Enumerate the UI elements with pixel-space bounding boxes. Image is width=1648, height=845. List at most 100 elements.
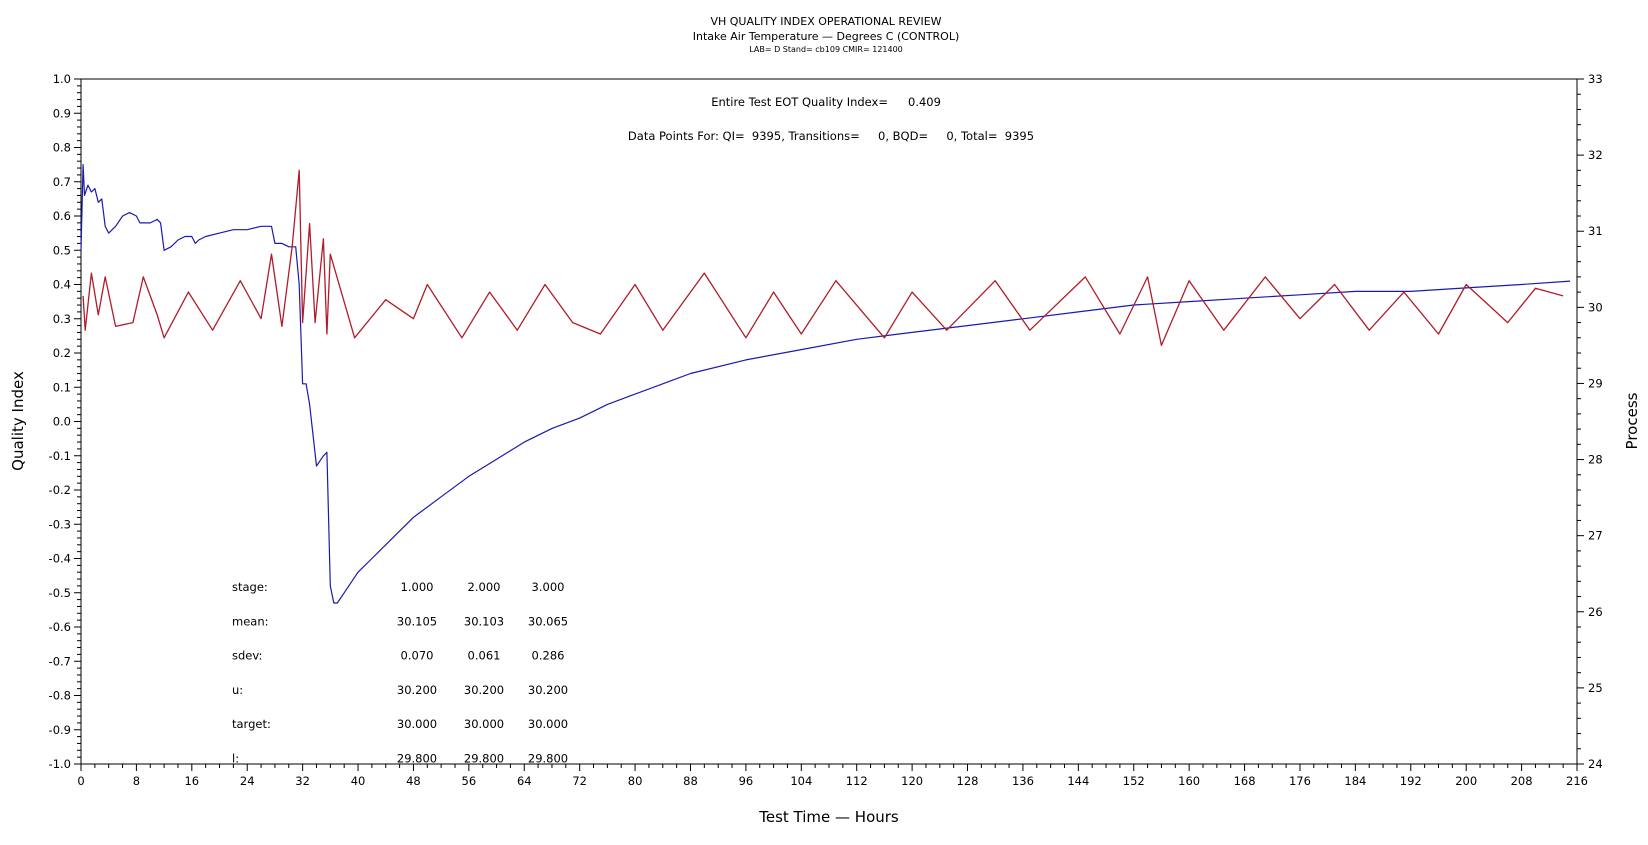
x-axis-ticks: 0 8 16 24 32 40 48 56 64 72 80 88 96 104 112 120 128 136 1… — [77, 764, 1588, 788]
y-tick-label: 0.3 — [53, 312, 71, 326]
stats-cell: 30.065 — [528, 614, 568, 628]
x-tick-label: 8 — [133, 774, 140, 788]
x-axis-title: Test Time — Hours — [758, 808, 899, 826]
stats-cell: 30.000 — [464, 717, 504, 731]
stats-cell: 0.286 — [532, 649, 565, 663]
x-tick-label: 80 — [628, 774, 643, 788]
x-tick-label: 24 — [240, 774, 255, 788]
x-tick-label: 184 — [1344, 774, 1366, 788]
stats-table: stage: 1.000 2.000 3.000 mean: 30.105 30.103 30… — [232, 580, 568, 766]
chart-title: VH QUALITY INDEX OPERATIONAL REVIEW — [710, 15, 941, 28]
y-tick-label: -0.4 — [49, 552, 71, 566]
y2-tick-label: 32 — [1588, 148, 1603, 162]
plot-frame — [80, 78, 1578, 765]
stats-cell: 29.800 — [464, 752, 504, 766]
y-tick-label: -0.1 — [49, 449, 71, 463]
y2-tick-label: 30 — [1588, 300, 1603, 314]
stats-cell: 30.200 — [464, 683, 504, 697]
y-tick-label: 0.5 — [53, 243, 71, 257]
y-tick-label: -0.9 — [49, 723, 71, 737]
y-tick-label: 0.4 — [53, 278, 71, 292]
x-tick-label: 64 — [517, 774, 532, 788]
stats-cell: 30.103 — [464, 614, 504, 628]
x-tick-label: 176 — [1289, 774, 1311, 788]
x-tick-label: 136 — [1012, 774, 1034, 788]
y-tick-label: -0.8 — [49, 689, 71, 703]
x-tick-label: 112 — [846, 774, 868, 788]
x-tick-label: 144 — [1067, 774, 1089, 788]
y-tick-label: 0.0 — [53, 415, 71, 429]
stats-cell: 30.200 — [397, 683, 437, 697]
y-tick-label: 0.1 — [53, 380, 71, 394]
x-tick-label: 200 — [1455, 774, 1477, 788]
y-axis-ticks: 1.0 0.9 0.8 0.7 0.6 0.5 0.4 0.3 0.2 0.1 0.0 -0.1 -0.… — [49, 72, 81, 771]
stats-cell: 29.800 — [397, 752, 437, 766]
y2-tick-label: 33 — [1588, 72, 1603, 86]
series-layer — [80, 164, 1571, 604]
y2-tick-label: 29 — [1588, 376, 1603, 390]
y-tick-label: 0.2 — [53, 346, 71, 360]
y-tick-label: 0.6 — [53, 209, 71, 223]
stats-row-label: stage: — [232, 580, 268, 594]
x-tick-label: 56 — [462, 774, 477, 788]
x-tick-label: 104 — [790, 774, 812, 788]
y-tick-label: 0.7 — [53, 175, 71, 189]
y-tick-label: 0.9 — [53, 106, 71, 120]
x-tick-label: 40 — [351, 774, 366, 788]
stats-cell: 30.000 — [397, 717, 437, 731]
y-axis-title: Quality Index — [9, 371, 27, 471]
y-tick-label: -0.6 — [49, 620, 71, 634]
quality-index-series-line — [80, 164, 1571, 604]
x-tick-label: 152 — [1123, 774, 1145, 788]
stats-cell: 29.800 — [528, 752, 568, 766]
x-tick-label: 208 — [1511, 774, 1533, 788]
eot-quality-value: 0.409 — [908, 95, 941, 109]
x-tick-label: 160 — [1178, 774, 1200, 788]
y-tick-label: 1.0 — [53, 72, 71, 86]
x-tick-label: 192 — [1400, 774, 1422, 788]
stats-cell: 2.000 — [468, 580, 501, 594]
y-tick-label: -0.2 — [49, 483, 71, 497]
y-tick-label: -0.5 — [49, 586, 71, 600]
y2-axis-title: Process — [1623, 392, 1641, 449]
y-tick-label: 0.8 — [53, 141, 71, 155]
stats-cell: 30.000 — [528, 717, 568, 731]
x-tick-label: 16 — [184, 774, 199, 788]
stats-row-label: l: — [232, 752, 239, 766]
data-points-summary: Data Points For: QI= 9395, Transitions= … — [628, 129, 1034, 143]
x-tick-label: 120 — [901, 774, 923, 788]
x-tick-label: 168 — [1234, 774, 1256, 788]
x-tick-label: 48 — [406, 774, 421, 788]
process-series-line — [82, 169, 1564, 347]
y2-tick-label: 31 — [1588, 224, 1603, 238]
y-tick-label: -0.7 — [49, 654, 71, 668]
stats-row-label: target: — [232, 717, 271, 731]
x-tick-label: 0 — [77, 774, 84, 788]
y2-tick-label: 26 — [1588, 605, 1603, 619]
chart-subtitle-lab: LAB= D Stand= cb109 CMIR= 121400 — [749, 45, 903, 54]
x-tick-label: 88 — [683, 774, 698, 788]
y2-tick-label: 25 — [1588, 681, 1603, 695]
y-tick-label: -1.0 — [49, 757, 71, 771]
eot-quality-label: Entire Test EOT Quality Index= — [711, 95, 888, 109]
stats-row-label: sdev: — [232, 649, 262, 663]
stats-cell: 30.200 — [528, 683, 568, 697]
y2-axis-ticks: 33 32 31 30 29 28 27 26 25 24 — [1577, 72, 1603, 771]
x-tick-label: 72 — [572, 774, 587, 788]
stats-cell: 0.070 — [401, 649, 434, 663]
y2-tick-label: 27 — [1588, 529, 1603, 543]
y2-tick-label: 28 — [1588, 453, 1603, 467]
x-tick-label: 216 — [1566, 774, 1588, 788]
y-tick-label: -0.3 — [49, 517, 71, 531]
stats-cell: 3.000 — [532, 580, 565, 594]
stats-row-label: u: — [232, 683, 243, 697]
x-tick-label: 128 — [957, 774, 979, 788]
x-tick-label: 96 — [739, 774, 754, 788]
stats-cell: 30.105 — [397, 614, 437, 628]
stats-cell: 1.000 — [401, 580, 434, 594]
y2-tick-label: 24 — [1588, 757, 1603, 771]
stats-row-label: mean: — [232, 614, 269, 628]
stats-cell: 0.061 — [468, 649, 501, 663]
chart-subtitle: Intake Air Temperature — Degrees C (CONT… — [693, 30, 960, 43]
